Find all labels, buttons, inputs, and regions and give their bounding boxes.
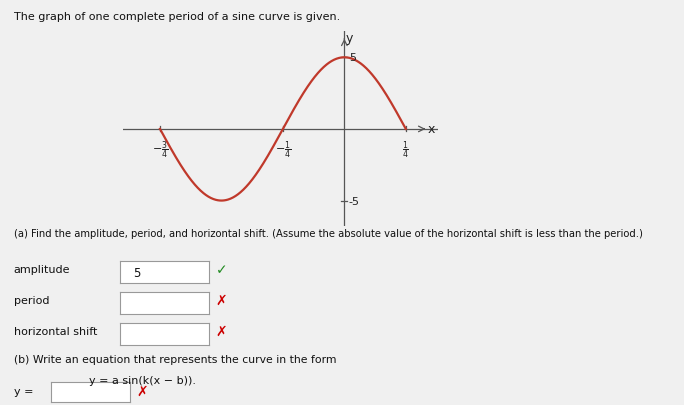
Text: 5: 5 [133, 266, 140, 279]
Text: period: period [14, 296, 49, 305]
Text: x: x [428, 123, 435, 136]
Text: (b) Write an equation that represents the curve in the form: (b) Write an equation that represents th… [14, 354, 336, 364]
Text: 5: 5 [349, 53, 356, 63]
Text: y = a sin(k(x − b)).: y = a sin(k(x − b)). [89, 375, 196, 386]
Text: horizontal shift: horizontal shift [14, 326, 97, 336]
Text: The graph of one complete period of a sine curve is given.: The graph of one complete period of a si… [14, 12, 340, 22]
Text: ✗: ✗ [215, 324, 227, 338]
Text: (a) Find the amplitude, period, and horizontal shift. (Assume the absolute value: (a) Find the amplitude, period, and hori… [14, 229, 642, 239]
Text: -5: -5 [349, 196, 360, 206]
Text: $\frac{1}{4}$: $\frac{1}{4}$ [402, 139, 409, 160]
Text: $-\frac{1}{4}$: $-\frac{1}{4}$ [275, 139, 291, 160]
Text: ✗: ✗ [137, 384, 148, 398]
Text: ✗: ✗ [215, 294, 227, 307]
Text: y =: y = [14, 386, 34, 396]
Text: y: y [345, 32, 353, 45]
Text: amplitude: amplitude [14, 264, 70, 274]
Text: $-\frac{3}{4}$: $-\frac{3}{4}$ [152, 139, 168, 160]
Text: ✓: ✓ [215, 262, 227, 276]
